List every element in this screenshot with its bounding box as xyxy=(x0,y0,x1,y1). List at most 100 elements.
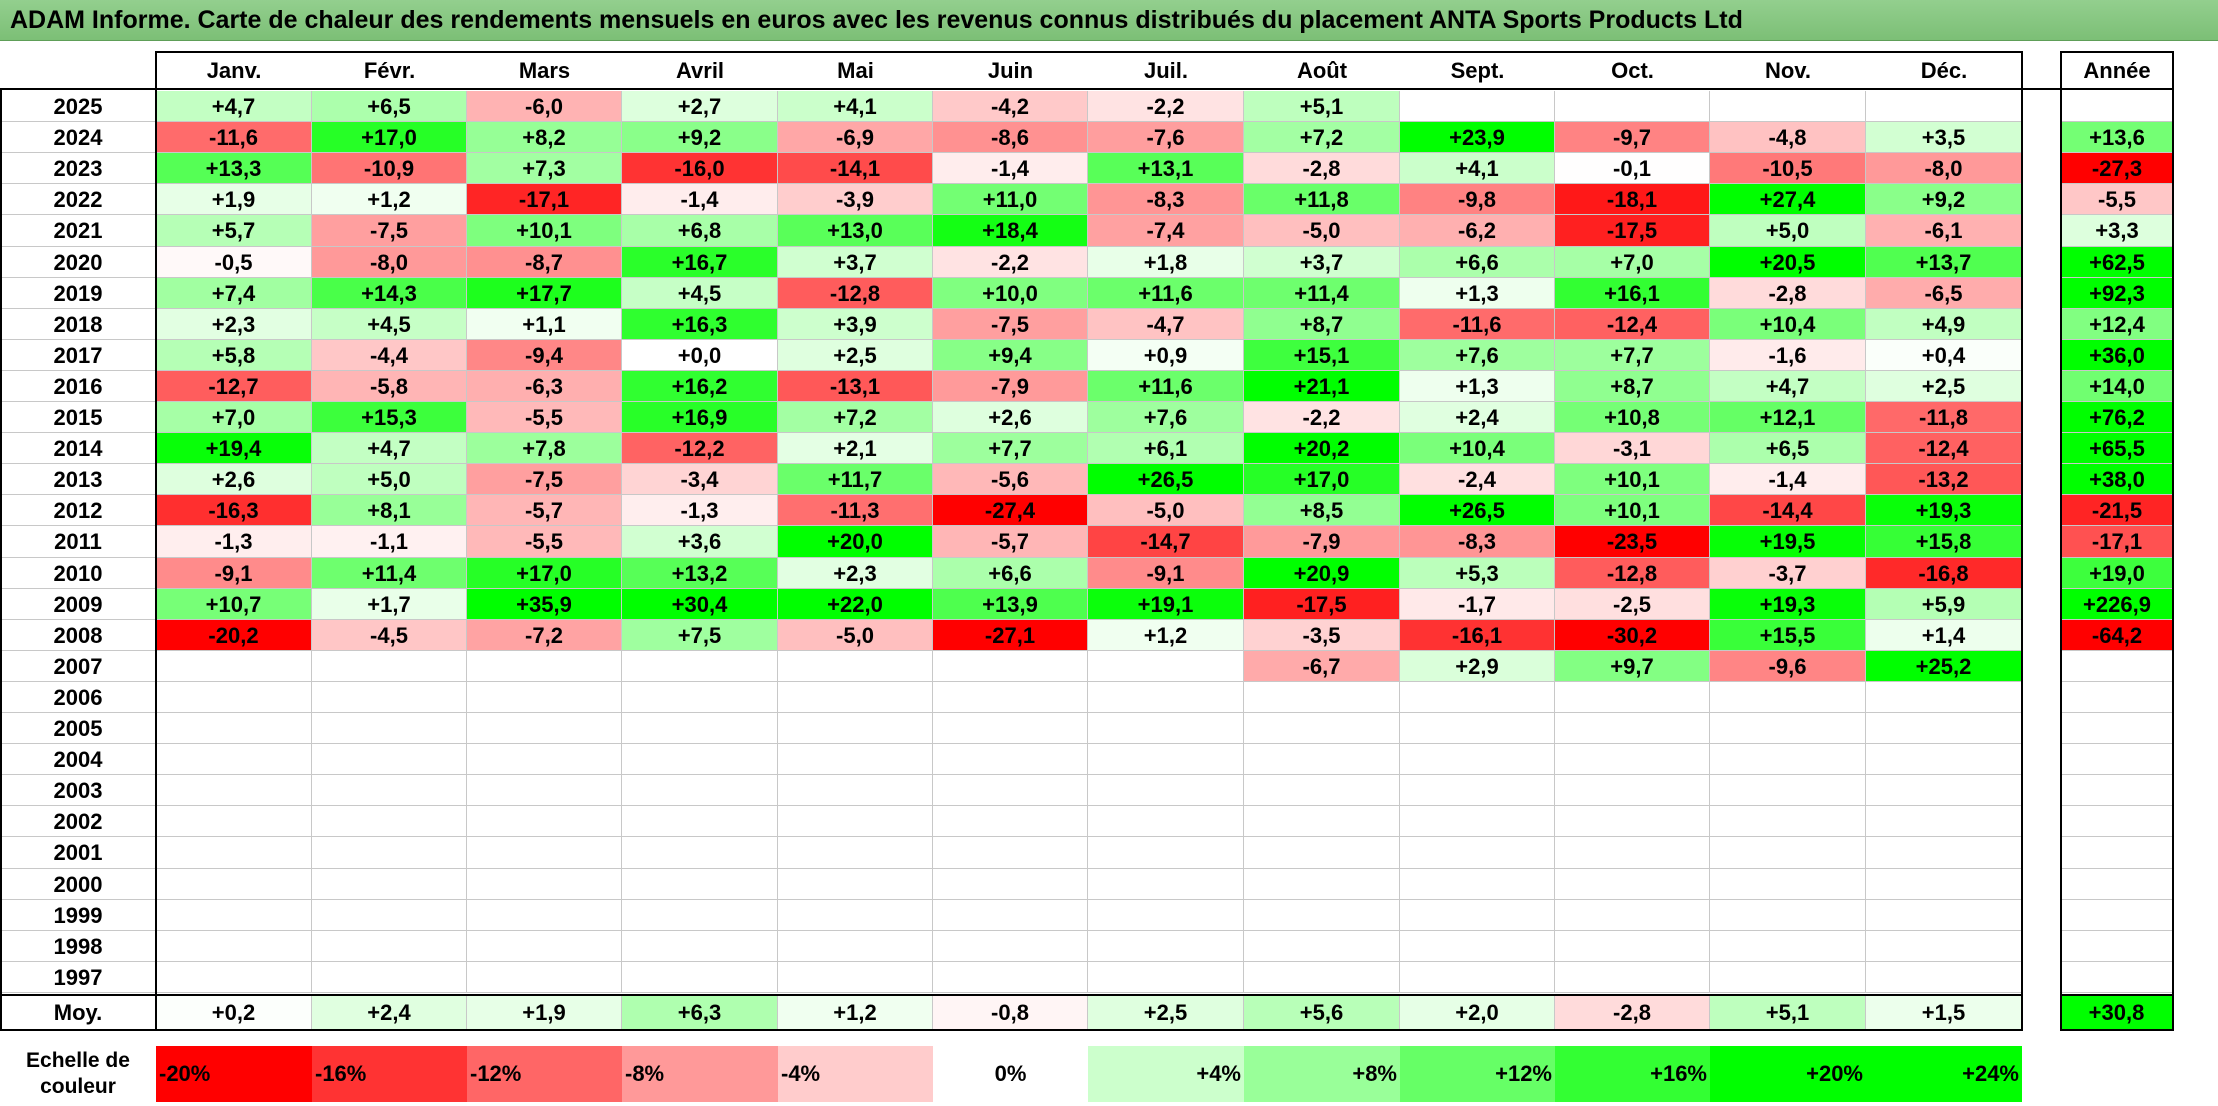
heatmap-cell: -9,6 xyxy=(1710,651,1866,682)
heatmap-cell: +17,0 xyxy=(312,122,467,153)
heatmap-cell xyxy=(1400,744,1555,775)
heatmap-cell: -11,6 xyxy=(1400,309,1555,340)
heatmap-cell xyxy=(1710,806,1866,837)
heatmap-cell xyxy=(1244,744,1400,775)
heatmap-cell xyxy=(1555,744,1710,775)
heatmap-cell: -7,5 xyxy=(312,215,467,247)
heatmap-cell: -8,0 xyxy=(312,247,467,278)
heatmap-cell: +3,5 xyxy=(1866,122,2022,153)
heatmap-cell: +2,7 xyxy=(622,91,778,122)
heatmap-cell xyxy=(1866,744,2022,775)
heatmap-cell xyxy=(312,837,467,869)
annual-cell xyxy=(2061,775,2173,806)
average-cell: -2,8 xyxy=(1555,996,1710,1030)
heatmap-cell xyxy=(312,775,467,806)
month-header: Oct. xyxy=(1611,58,1654,83)
heatmap-cell: -5,0 xyxy=(778,620,933,651)
heatmap-cell: +11,4 xyxy=(312,558,467,589)
heatmap-cell: -5,6 xyxy=(933,464,1088,495)
heatmap-cell: +26,5 xyxy=(1088,464,1244,495)
heatmap-cell: +11,6 xyxy=(1088,371,1244,402)
annual-cell: +14,0 xyxy=(2061,371,2173,402)
heatmap-cell: +5,0 xyxy=(1710,215,1866,247)
heatmap-cell xyxy=(778,806,933,837)
heatmap-cell: -7,9 xyxy=(1244,526,1400,558)
heatmap-cell: -0,1 xyxy=(1555,153,1710,184)
heatmap-cell xyxy=(156,869,312,900)
color-scale-label-line1: Echelle de xyxy=(26,1049,130,1072)
heatmap-cell: +2,5 xyxy=(778,340,933,371)
year-label: 2010 xyxy=(0,558,156,589)
heatmap-cell: +1,2 xyxy=(1088,620,1244,651)
annual-cell: +38,0 xyxy=(2061,464,2173,495)
heatmap-cell: -6,3 xyxy=(467,371,622,402)
heatmap-cell: -9,1 xyxy=(1088,558,1244,589)
heatmap-cell: +13,1 xyxy=(1088,153,1244,184)
heatmap-cell: +3,7 xyxy=(1244,247,1400,278)
heatmap-cell: +8,2 xyxy=(467,122,622,153)
heatmap-cell xyxy=(156,900,312,931)
heatmap-cell xyxy=(1088,806,1244,837)
heatmap-cell: +26,5 xyxy=(1400,495,1555,526)
heatmap-cell xyxy=(312,806,467,837)
heatmap-cell: -17,5 xyxy=(1244,589,1400,620)
heatmap-cell: +8,7 xyxy=(1244,309,1400,340)
heatmap-cell xyxy=(467,651,622,682)
heatmap-cell: +1,9 xyxy=(156,184,312,215)
heatmap-cell xyxy=(156,806,312,837)
heatmap-cell xyxy=(1400,869,1555,900)
heatmap-cell xyxy=(933,837,1088,869)
heatmap-cell: +8,5 xyxy=(1244,495,1400,526)
heatmap-cell: -17,1 xyxy=(467,184,622,215)
heatmap-cell: +19,1 xyxy=(1088,589,1244,620)
heatmap-cell: -27,1 xyxy=(933,620,1088,651)
heatmap-cell xyxy=(778,713,933,744)
heatmap-cell xyxy=(1555,962,1710,993)
heatmap-cell xyxy=(1710,744,1866,775)
heatmap-cell: -10,5 xyxy=(1710,153,1866,184)
heatmap-cell xyxy=(1088,931,1244,962)
heatmap-cell xyxy=(1555,900,1710,931)
heatmap-cell xyxy=(1088,869,1244,900)
heatmap-cell: -1,6 xyxy=(1710,340,1866,371)
heatmap-cell xyxy=(1555,869,1710,900)
heatmap-cell: +5,0 xyxy=(312,464,467,495)
heatmap-cell xyxy=(622,744,778,775)
year-label: 2008 xyxy=(0,620,156,651)
color-scale-swatch: -8% xyxy=(622,1046,778,1102)
heatmap-cell xyxy=(1710,869,1866,900)
heatmap-cell xyxy=(1244,713,1400,744)
heatmap-cell: -5,0 xyxy=(1088,495,1244,526)
annual-cell xyxy=(2061,713,2173,744)
heatmap-cell xyxy=(156,962,312,993)
heatmap-cell xyxy=(1088,682,1244,713)
heatmap-cell: +10,7 xyxy=(156,589,312,620)
heatmap-cell: +2,9 xyxy=(1400,651,1555,682)
heatmap-cell: -3,7 xyxy=(1710,558,1866,589)
heatmap-cell: +2,3 xyxy=(156,309,312,340)
year-label: 2013 xyxy=(0,464,156,495)
header-separator xyxy=(0,88,2174,90)
heatmap-cell: +2,6 xyxy=(156,464,312,495)
heatmap-cell xyxy=(1710,931,1866,962)
heatmap-cell xyxy=(312,651,467,682)
year-label: 2002 xyxy=(0,806,156,837)
heatmap-cell xyxy=(467,869,622,900)
year-label: 2004 xyxy=(0,744,156,775)
heatmap-cell: -1,7 xyxy=(1400,589,1555,620)
heatmap-cell: +30,4 xyxy=(622,589,778,620)
heatmap-cell xyxy=(156,744,312,775)
year-label: 2001 xyxy=(0,837,156,869)
annual-cell: -5,5 xyxy=(2061,184,2173,215)
heatmap-cell: +7,0 xyxy=(1555,247,1710,278)
heatmap-cell: +2,5 xyxy=(1866,371,2022,402)
heatmap-cell: +17,0 xyxy=(467,558,622,589)
month-header: Janv. xyxy=(206,58,262,83)
annual-cell: -21,5 xyxy=(2061,495,2173,526)
color-scale-swatch: +8% xyxy=(1244,1046,1400,1102)
year-label: 2024 xyxy=(0,122,156,153)
year-label: 2017 xyxy=(0,340,156,371)
heatmap-cell: +0,4 xyxy=(1866,340,2022,371)
heatmap-cell: +3,9 xyxy=(778,309,933,340)
heatmap-cell: +4,5 xyxy=(312,309,467,340)
